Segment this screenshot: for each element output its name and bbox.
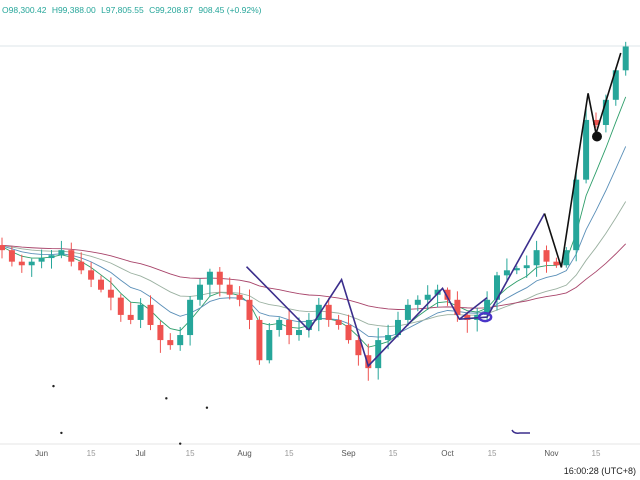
- high-value: H99,388.00: [51, 5, 96, 15]
- candle-up: [424, 294, 431, 300]
- x-tick-label: Sep: [341, 449, 356, 458]
- candle-up: [206, 271, 213, 285]
- candle-down: [335, 319, 342, 325]
- candle-up: [197, 284, 203, 300]
- candle-up: [296, 330, 302, 336]
- candle-down: [286, 319, 293, 336]
- x-tick-label: Nov: [544, 449, 558, 458]
- signal-dot: [60, 431, 63, 435]
- candle-up: [622, 46, 629, 71]
- signal-dot: [165, 397, 168, 400]
- candle-down: [78, 261, 85, 271]
- candle-down: [345, 324, 352, 341]
- candle-up: [404, 304, 411, 320]
- candle-down: [18, 261, 25, 266]
- candle-down: [68, 250, 75, 262]
- candle-up: [315, 304, 322, 320]
- candle-down: [127, 314, 134, 320]
- candle-down: [117, 297, 124, 315]
- candle-up: [563, 250, 570, 266]
- candle-up: [533, 250, 540, 266]
- candle-up: [395, 319, 401, 336]
- open-value: O98,300.42: [2, 5, 47, 15]
- moving-average-20: [1, 201, 627, 327]
- marker-dot: [591, 131, 602, 142]
- clock: 16:00:28 (UTC+8): [563, 466, 636, 476]
- trendline-drawing: [458, 297, 488, 320]
- candle-up: [573, 179, 580, 251]
- low-value: L97,805.55: [101, 5, 144, 15]
- candle-down: [454, 299, 461, 315]
- candle-up: [305, 319, 312, 331]
- candle-up: [583, 119, 590, 180]
- candle-up: [276, 319, 283, 331]
- annotation-mark: [511, 429, 530, 434]
- candle-up: [48, 255, 55, 259]
- candle-down: [0, 245, 5, 251]
- candle-up: [28, 261, 35, 266]
- candle-up: [266, 330, 273, 361]
- candle-down: [8, 250, 15, 262]
- x-tick-label: Oct: [441, 449, 454, 458]
- moving-average-40: [1, 243, 627, 310]
- candle-down: [365, 355, 372, 369]
- marker-loop: [477, 311, 493, 323]
- signal-dot: [52, 384, 55, 388]
- candle-up: [503, 270, 510, 276]
- candle-up: [375, 340, 382, 369]
- candle-up: [434, 289, 441, 295]
- x-tick-label: 15: [186, 449, 195, 458]
- x-tick-label: 15: [592, 449, 601, 458]
- x-tick-label: Aug: [237, 449, 251, 458]
- candle-up: [187, 299, 194, 336]
- candle-down: [246, 299, 253, 320]
- candle-down: [88, 270, 95, 280]
- x-tick-label: 15: [87, 449, 96, 458]
- candle-down: [98, 279, 104, 290]
- candle-up: [385, 335, 392, 341]
- change-value: 908.45 (+0.92%): [198, 5, 262, 15]
- x-tick-label: Jun: [35, 449, 48, 458]
- signal-dot: [179, 442, 182, 445]
- candle-up: [602, 99, 609, 125]
- candle-down: [593, 119, 599, 125]
- candle-down: [107, 289, 114, 298]
- moving-average-10: [1, 146, 627, 338]
- candle-down: [226, 284, 233, 295]
- candle-up: [494, 275, 500, 300]
- candle-down: [236, 294, 243, 300]
- trendline-drawing: [543, 52, 622, 268]
- candle-down: [543, 250, 550, 262]
- candle-up: [484, 299, 491, 315]
- candle-down: [464, 314, 471, 320]
- candle-down: [355, 340, 362, 356]
- candle-down: [256, 319, 263, 361]
- candle-down: [444, 289, 451, 300]
- x-tick-label: 15: [285, 449, 294, 458]
- x-tick-label: Jul: [135, 449, 145, 458]
- candle-down: [325, 304, 332, 320]
- close-value: C99,208.87: [149, 5, 194, 15]
- candle-up: [137, 304, 144, 320]
- candle-down: [216, 271, 223, 285]
- candle-down: [167, 340, 174, 346]
- x-tick-label: 15: [488, 449, 497, 458]
- candle-up: [38, 258, 45, 262]
- signal-dot: [205, 406, 209, 409]
- candle-down: [157, 324, 164, 341]
- candle-down: [147, 304, 154, 325]
- candle-up: [513, 268, 520, 271]
- trendline-drawing: [245, 213, 546, 368]
- candle-up: [523, 265, 530, 269]
- candle-down: [553, 261, 560, 266]
- candle-up: [612, 70, 619, 100]
- candle-up: [414, 299, 421, 305]
- moving-average-5: [1, 96, 627, 348]
- candle-up: [58, 250, 65, 256]
- ohlc-legend: O98,300.42 H99,388.00 L97,805.55 C99,208…: [2, 5, 264, 15]
- x-tick-label: 15: [389, 449, 398, 458]
- candle-up: [177, 335, 184, 346]
